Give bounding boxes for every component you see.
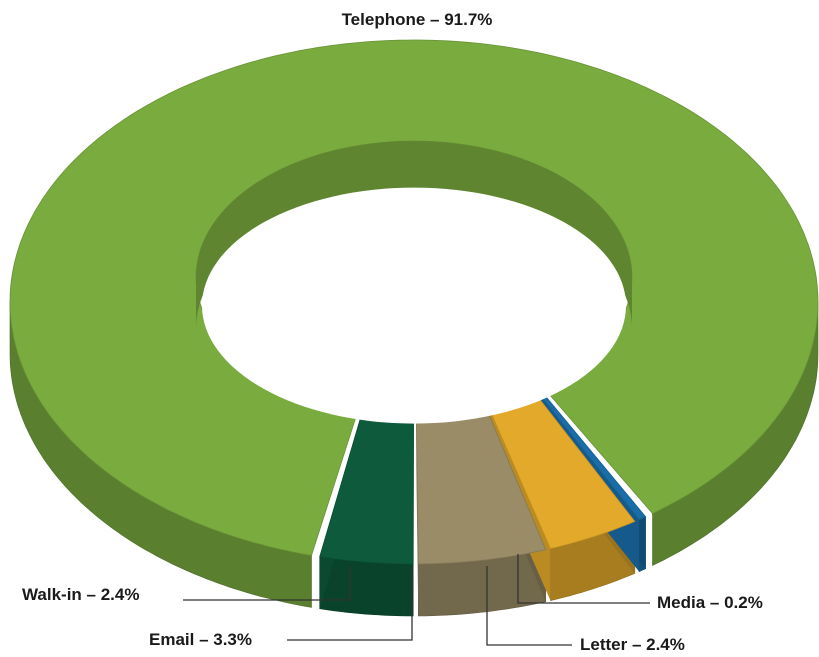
data-label-letter: Letter – 2.4% xyxy=(580,635,685,654)
leader-line-letter xyxy=(486,566,572,646)
label-layer: Telephone – 91.7% Walk-in – 2.4% Email –… xyxy=(22,10,763,654)
donut-top-layer xyxy=(9,39,819,565)
leader-line-media xyxy=(517,554,650,604)
leader-line-walk-in xyxy=(183,566,351,601)
data-label-email: Email – 3.3% xyxy=(149,630,252,649)
slice-outer-wall-walk-in xyxy=(319,556,414,617)
donut-inner-wall xyxy=(196,141,632,329)
leader-line-email xyxy=(287,566,413,641)
donut-hole xyxy=(202,187,626,424)
data-label-telephone: Telephone – 91.7% xyxy=(342,10,493,29)
donut-inner-wall-layer xyxy=(196,141,632,424)
data-label-walk-in: Walk-in – 2.4% xyxy=(22,585,139,604)
data-label-media: Media – 0.2% xyxy=(657,593,763,612)
